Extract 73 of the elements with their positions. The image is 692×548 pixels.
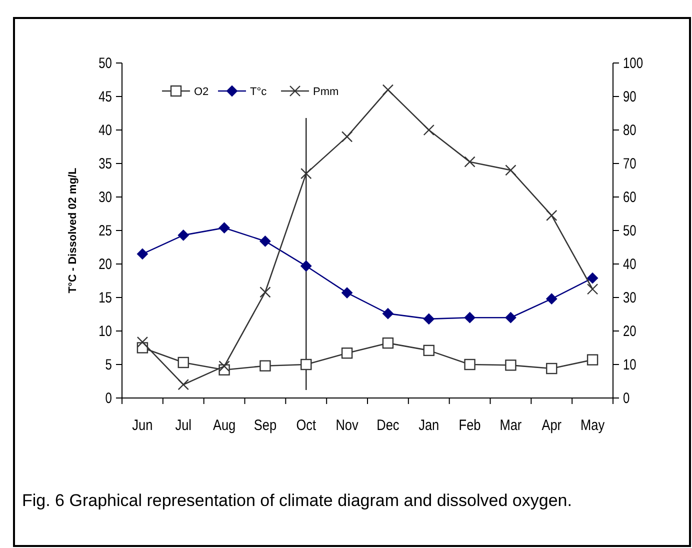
point: [423, 124, 434, 136]
point: [341, 348, 353, 359]
y-tick-label: 25: [98, 222, 112, 240]
y2-tick-label: 10: [623, 356, 637, 374]
point: [218, 222, 230, 234]
point: [382, 308, 394, 320]
point: [586, 354, 598, 366]
x-tick-label: Nov: [336, 416, 358, 434]
x-tick-label: Jan: [418, 416, 440, 434]
y-tick-label: 35: [98, 156, 112, 172]
y-tick-label: 20: [98, 256, 112, 273]
point: [382, 337, 394, 349]
point: [464, 358, 476, 370]
y2-tick-label: 0: [623, 390, 630, 407]
point: [546, 293, 558, 304]
point: [260, 360, 271, 372]
legend-label: T°c: [250, 86, 268, 98]
x-tick-label: Aug: [212, 416, 236, 434]
point: [178, 356, 189, 368]
point: [586, 284, 598, 295]
y-tick-label: 50: [98, 55, 112, 72]
x-tick-label: Sep: [254, 416, 277, 434]
point: [341, 131, 353, 142]
y-tick-label: 15: [98, 290, 112, 306]
x-tick-label: Oct: [296, 416, 316, 434]
y2-tick-label: 20: [623, 323, 637, 340]
point: [505, 164, 516, 176]
y-tick-label: 30: [98, 189, 112, 206]
point: [136, 248, 148, 260]
legend-label: Pmm: [313, 86, 339, 98]
point: [505, 360, 516, 371]
x-tick-label: Mar: [500, 416, 522, 434]
point: [464, 156, 476, 168]
point: [464, 312, 476, 324]
y-tick-label: 0: [105, 390, 112, 407]
x-tick-label: Jun: [132, 416, 153, 434]
y2-tick-label: 30: [623, 290, 637, 306]
point: [587, 272, 598, 284]
y2-tick-label: 50: [623, 222, 637, 240]
point: [300, 358, 312, 370]
point: [300, 260, 312, 272]
y2-tick-label: 90: [623, 88, 637, 106]
y2-tick-label: 40: [623, 256, 637, 273]
point: [382, 84, 394, 96]
y2-tick-label: 70: [623, 156, 637, 172]
x-tick-label: May: [580, 416, 605, 434]
y2-tick-label: 100: [623, 55, 644, 72]
point: [218, 360, 230, 372]
point: [505, 312, 516, 324]
point: [342, 287, 353, 298]
y-tick-label: 40: [98, 122, 112, 139]
point: [300, 168, 312, 180]
point: [546, 362, 558, 374]
point: [546, 210, 558, 222]
x-tick-label: Jul: [175, 416, 192, 434]
x-tick-label: Dec: [376, 416, 400, 434]
point: [178, 379, 189, 390]
point: [136, 336, 148, 348]
point: [260, 286, 271, 298]
y-tick-label: 45: [98, 88, 112, 106]
legend-label: O2: [194, 86, 209, 98]
y2-tick-label: 60: [623, 189, 637, 206]
x-tick-label: Feb: [458, 416, 482, 434]
point: [423, 313, 434, 324]
caption: Fig. 6 Graphical representation of climate diagram and dissolved oxygen.: [22, 490, 573, 512]
y-tick-label: 5: [105, 356, 112, 374]
point: [260, 236, 271, 247]
y-axis-title: T°C - Dissolved 02 mg/L: [67, 168, 79, 294]
point: [423, 344, 434, 356]
y2-tick-label: 80: [623, 122, 637, 139]
x-tick-label: Apr: [542, 416, 562, 434]
y-tick-label: 10: [98, 323, 112, 340]
point: [178, 230, 189, 241]
